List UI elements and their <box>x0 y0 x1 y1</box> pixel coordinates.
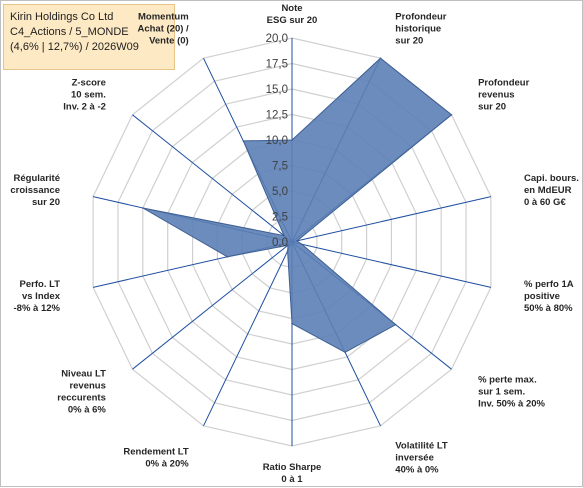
axis-label-line: 0 à 1 <box>281 474 303 485</box>
axis-label: Profondeur revenus sur 20 <box>478 78 529 113</box>
axis-label-line: Momentum <box>138 12 189 23</box>
axis-label-line: Note <box>281 3 302 14</box>
axis-label-line: historique <box>395 24 441 35</box>
axis-label-line: croissance <box>10 185 60 196</box>
axis-label-line: 0% à 6% <box>68 404 107 415</box>
data-point <box>142 207 144 209</box>
axis-label: Profondeur historique sur 20 <box>395 12 446 47</box>
axis-label-line: Z-score <box>72 78 106 89</box>
data-point <box>242 140 245 142</box>
radial-tick-label: 12,5 <box>266 110 288 122</box>
data-point <box>379 57 382 59</box>
radial-tick-label: 0,0 <box>272 237 288 249</box>
data-point <box>296 240 298 242</box>
axis-spoke <box>291 196 492 243</box>
radial-tick-label: 5,0 <box>272 186 288 198</box>
axis-label-line: Vente (0) <box>149 36 189 47</box>
title-line-stats: (4,6% | 12,7%) / 2026W09 <box>10 41 139 53</box>
axis-label: Note ESG sur 20 <box>267 3 318 26</box>
axis-label-line: 0% à 20% <box>145 458 189 469</box>
axis-label-line: ESG sur 20 <box>267 15 318 26</box>
axis-label: Perfo. LT vs Index -8% à 12% <box>14 279 61 314</box>
axis-label-line: positive <box>524 291 560 302</box>
axis-spoke <box>203 241 293 427</box>
radial-tick-label: 10,0 <box>266 135 288 147</box>
axis-label-line: revenus <box>69 380 105 391</box>
axis-label-line: Achat (20) / <box>137 24 189 35</box>
title-line-category: C4_Actions / 5_MONDE <box>10 26 129 38</box>
axis-label-line: Profondeur <box>395 12 446 23</box>
data-point <box>291 322 293 325</box>
axis-label-line: Profondeur <box>478 78 529 89</box>
axis-label: Régularité croissance sur 20 <box>10 173 60 208</box>
axis-label-line: 10 sem. <box>71 90 106 101</box>
radial-tick-label: 15,0 <box>266 84 288 96</box>
axis-label: Volatilité LT inversée 40% à 0% <box>395 440 448 475</box>
data-point <box>291 139 293 141</box>
radial-tick-label: 7,5 <box>272 161 288 173</box>
data-point <box>301 243 303 246</box>
axis-label: Rendement LT 0% à 20% <box>123 446 189 469</box>
axis-label-line: Inv. 50% à 20% <box>478 398 545 409</box>
axis-label-line: Ratio Sharpe <box>263 462 322 473</box>
axis-label-line: Capi. bours. <box>524 173 579 184</box>
axis-label-line: % perte max. <box>478 374 537 385</box>
axis-label-line: % perfo 1A <box>524 279 574 290</box>
data-series-area <box>142 57 453 353</box>
title-line-company: Kirin Holdings Co Ltd <box>10 11 114 23</box>
axis-label-line: Volatilité LT <box>395 440 448 451</box>
axis-label-line: revenus <box>478 90 514 101</box>
data-point <box>344 351 346 354</box>
axis-label: Z-score 10 sem. Inv. 2 à -2 <box>63 78 106 113</box>
axis-label-line: 0 à 60 G€ <box>524 197 566 208</box>
axis-label-line: reccurents <box>57 392 106 403</box>
axis-label: Capi. bours. en MdEUR 0 à 60 G€ <box>524 173 579 208</box>
axis-label: Ratio Sharpe 0 à 1 <box>263 462 322 485</box>
axis-label-line: -8% à 12% <box>14 303 61 314</box>
radial-tick-label: 20,0 <box>266 33 288 45</box>
data-point <box>450 114 453 116</box>
axis-label-line: en MdEUR <box>524 185 572 196</box>
axis-label-line: vs Index <box>22 291 61 302</box>
axis-label-line: Inv. 2 à -2 <box>63 102 106 113</box>
axis-label-line: Régularité <box>14 173 60 184</box>
axis-label-line: 50% à 80% <box>524 303 573 314</box>
data-point <box>283 234 285 237</box>
axis-label-line: sur 20 <box>478 102 506 113</box>
axis-label-line: sur 20 <box>395 36 423 47</box>
axis-spoke <box>132 114 293 243</box>
axis-label-line: sur 20 <box>32 197 60 208</box>
radial-tick-label: 17,5 <box>266 59 288 71</box>
radial-tick-label: 2,5 <box>272 212 288 224</box>
data-point <box>226 256 229 258</box>
axis-label: Niveau LT revenus reccurents 0% à 6% <box>57 368 106 415</box>
axis-label: % perte max. sur 1 sem. Inv. 50% à 20% <box>478 374 545 409</box>
axis-label-line: Rendement LT <box>123 446 188 457</box>
axis-label-line: Niveau LT <box>61 368 106 379</box>
axis-spoke <box>132 241 293 370</box>
title-box: Kirin Holdings Co Ltd C4_Actions / 5_MON… <box>3 4 175 70</box>
axis-label-line: inversée <box>395 452 434 463</box>
data-point <box>286 250 289 252</box>
data-point <box>287 244 289 246</box>
axis-label-line: Perfo. LT <box>20 279 61 290</box>
axis-label-line: 40% à 0% <box>395 464 439 475</box>
axis-label-line: sur 1 sem. <box>478 386 525 397</box>
axis-label: Momentum Achat (20) / Vente (0) <box>137 12 189 47</box>
axis-label: % perfo 1A positive 50% à 80% <box>524 279 574 314</box>
data-point <box>394 323 397 326</box>
axis-spoke <box>291 241 492 288</box>
